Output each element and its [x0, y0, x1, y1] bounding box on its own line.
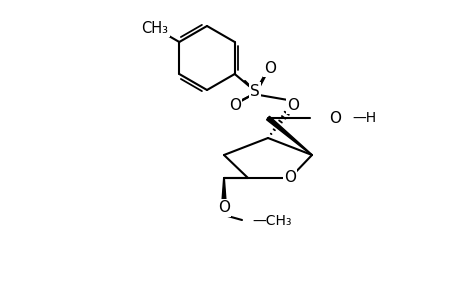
Polygon shape [266, 116, 312, 155]
Text: O: O [283, 170, 295, 185]
Text: S: S [250, 83, 259, 98]
Text: O: O [229, 98, 241, 112]
Text: CH₃: CH₃ [141, 20, 168, 35]
Text: O: O [286, 98, 298, 112]
Text: O: O [263, 61, 275, 76]
Text: —H: —H [351, 111, 375, 125]
Text: O: O [218, 200, 230, 215]
Polygon shape [221, 178, 226, 208]
Text: O: O [328, 110, 340, 125]
Text: —CH₃: —CH₃ [252, 214, 291, 228]
